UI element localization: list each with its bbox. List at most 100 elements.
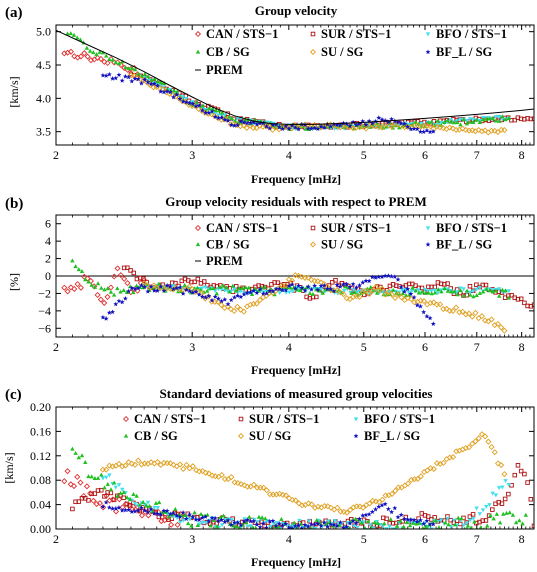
data-point: [437, 301, 444, 308]
data-point: [318, 283, 324, 289]
data-point: [254, 290, 260, 295]
data-point: [493, 288, 499, 293]
data-point: [134, 283, 139, 288]
data-point: [183, 516, 189, 522]
data-point: [203, 514, 209, 519]
data-point: [272, 292, 277, 297]
data-point: [376, 504, 382, 509]
data-point: [122, 500, 129, 508]
data-point: [449, 307, 456, 314]
data-point: [366, 278, 372, 284]
data-point: [421, 525, 425, 529]
data-point: [110, 76, 116, 81]
data-point: [160, 509, 165, 514]
data-point: [228, 522, 234, 527]
data-point: [256, 297, 263, 304]
data-point: [478, 525, 483, 529]
data-point: [145, 74, 151, 79]
data-point: [103, 73, 109, 78]
data-point: [298, 273, 305, 280]
data-point: [277, 291, 282, 296]
data-point: [97, 55, 104, 62]
data-point: [228, 297, 234, 303]
data-point: [116, 61, 122, 66]
data-point: [257, 484, 264, 491]
data-point: [219, 298, 225, 304]
data-point: [353, 122, 359, 128]
data-point: [507, 510, 512, 515]
data-point: [97, 49, 102, 54]
data-point: [229, 518, 234, 523]
legend-marker: [353, 433, 359, 439]
data-point: [126, 288, 132, 294]
panel-b-title: Group velocity residuals with respect to…: [165, 194, 426, 209]
data-point: [215, 296, 221, 301]
data-point: [409, 289, 415, 294]
data-point: [294, 287, 300, 292]
data-point: [267, 125, 273, 131]
data-point: [448, 289, 454, 294]
data-point: [380, 125, 386, 130]
data-point: [353, 520, 359, 526]
data-point: [285, 285, 290, 290]
data-point: [84, 275, 91, 282]
data-point: [100, 476, 106, 481]
data-point: [127, 502, 133, 508]
data-point: [421, 129, 427, 134]
data-point: [478, 313, 485, 320]
data-point: [67, 481, 74, 488]
data-point: [110, 309, 116, 315]
data-point: [421, 521, 427, 526]
data-point: [382, 118, 388, 123]
data-point: [158, 283, 164, 289]
data-point: [363, 512, 369, 518]
data-point: [189, 523, 194, 528]
data-point: [363, 278, 369, 283]
data-point: [73, 264, 78, 269]
data-point: [94, 54, 101, 61]
data-point: [487, 503, 492, 508]
data-point: [218, 301, 225, 308]
data-point: [411, 520, 416, 525]
data-point: [369, 121, 376, 128]
data-point: [103, 316, 109, 321]
panel-a-legend: CAN / STS−1 SUR / STS−1 BFO / STS−1 CB / SG…: [194, 27, 507, 77]
data-point: [382, 501, 388, 507]
data-point: [248, 524, 254, 529]
data-point: [116, 72, 122, 78]
data-point: [102, 494, 107, 499]
data-point: [208, 286, 213, 291]
data-point: [347, 284, 353, 290]
y-tick-label: 5.0: [36, 25, 51, 39]
data-point: [340, 531, 344, 535]
data-point: [401, 288, 407, 294]
data-point: [292, 523, 298, 529]
data-point: [413, 119, 418, 124]
panel-b-frame: [55, 214, 535, 338]
data-point: [433, 518, 438, 523]
legend-label: CB / SG: [206, 238, 250, 252]
data-point: [177, 284, 183, 290]
data-point: [132, 286, 138, 292]
data-point: [178, 520, 183, 525]
legend-label: CB / SG: [134, 429, 178, 443]
legend-marker: [238, 416, 244, 422]
data-point: [71, 32, 77, 37]
data-point: [200, 286, 205, 291]
data-point: [477, 286, 482, 291]
data-point: [414, 519, 420, 524]
data-point: [398, 284, 404, 290]
data-point: [388, 123, 395, 130]
data-point: [235, 122, 241, 128]
data-point: [145, 79, 151, 85]
data-point: [472, 309, 479, 316]
data-point: [180, 291, 186, 296]
data-point: [446, 522, 451, 527]
data-point: [344, 524, 350, 529]
series-bf-l: [100, 71, 436, 135]
legend-marker: [194, 224, 202, 232]
data-point: [314, 517, 319, 522]
panel-a-frame: [55, 24, 535, 146]
data-point: [424, 518, 430, 523]
data-point: [461, 523, 466, 528]
